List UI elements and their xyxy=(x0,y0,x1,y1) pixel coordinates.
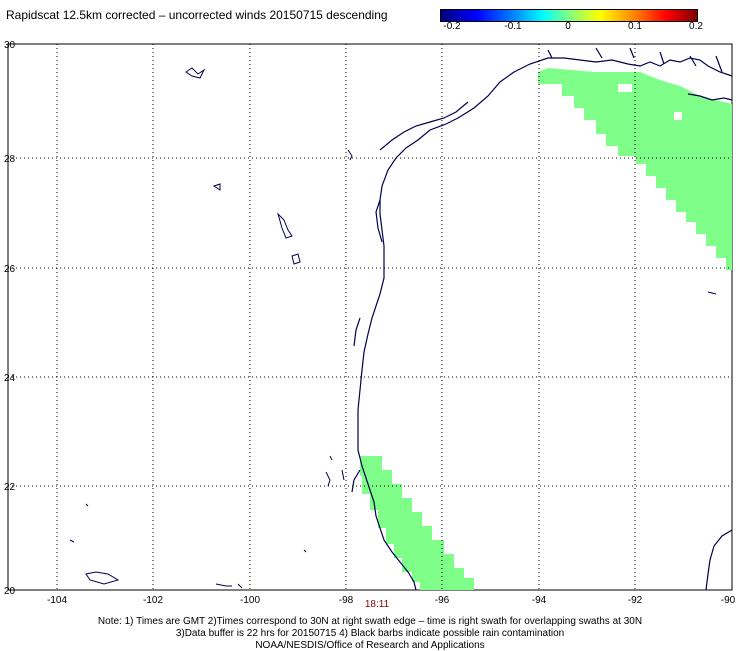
color-scale-bar xyxy=(440,9,698,22)
colorbar-label: 0.2 xyxy=(689,21,703,32)
lat-tick-label: 30 xyxy=(4,40,16,51)
lon-tick-label: -94 xyxy=(532,595,547,606)
inland-lakes xyxy=(69,67,717,589)
colorbar-label: 0 xyxy=(565,21,571,32)
note-line-1: Note: 1) Times are GMT 2)Times correspon… xyxy=(97,616,643,627)
lon-tick-label: -104 xyxy=(47,595,67,606)
swath-gap xyxy=(674,112,682,120)
lat-tick-label: 28 xyxy=(4,154,16,165)
lat-tick-label: 24 xyxy=(4,373,16,384)
lon-tick-label: -100 xyxy=(240,595,260,606)
lon-tick-label: -102 xyxy=(143,595,163,606)
lon-tick-label: -90 xyxy=(721,595,736,606)
note-line-2: 3)Data buffer is 22 hrs for 20150715 4) … xyxy=(175,628,565,639)
lat-tick-label: 26 xyxy=(4,264,16,275)
swath-northeast xyxy=(538,68,732,270)
lat-tick-label: 22 xyxy=(4,482,16,493)
colorbar-label: 0.1 xyxy=(628,21,642,32)
lon-tick-label: -92 xyxy=(628,595,643,606)
swath-southwest xyxy=(360,456,474,590)
colorbar-label: -0.2 xyxy=(443,21,461,32)
lon-tick-label: -96 xyxy=(435,595,450,606)
lat-tick-label: 20 xyxy=(4,586,16,597)
swath-gap xyxy=(618,84,632,92)
graticule xyxy=(8,44,732,590)
lon-tick-label: -98 xyxy=(339,595,354,606)
note-line-3: NOAA/NESDIS/Office of Research and Appli… xyxy=(255,640,485,651)
colorbar-label: -0.1 xyxy=(504,21,522,32)
chart-title: Rapidscat 12.5km corrected – uncorrected… xyxy=(6,8,388,22)
swath-time-label: 18:11 xyxy=(365,599,390,610)
